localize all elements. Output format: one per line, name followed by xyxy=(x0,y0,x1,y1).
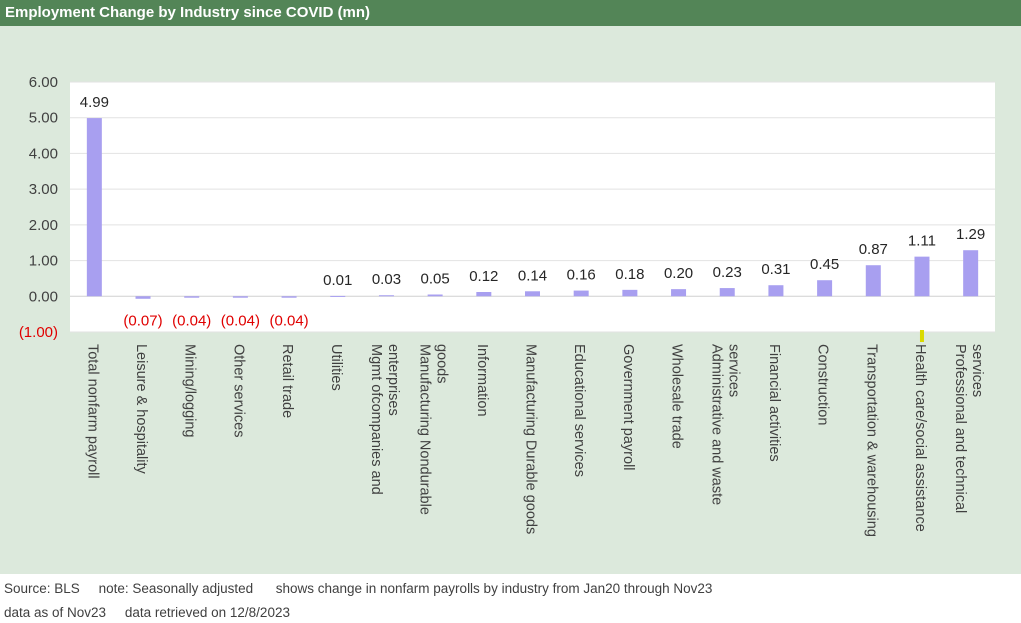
bar xyxy=(768,285,784,297)
category-label: Financial activities xyxy=(766,344,782,462)
bar xyxy=(476,292,492,297)
chart-header: Employment Change by Industry since COVI… xyxy=(0,0,1021,26)
bar-chart: 6.00 5.00 4.00 3.00 2.00 1.00 0.00 (1.00) 4.99 To… xyxy=(19,74,995,537)
bar xyxy=(817,280,833,297)
category-label: Information xyxy=(474,344,490,417)
category-label: Administrative and waste xyxy=(709,344,725,505)
category-label: Wholesale trade xyxy=(669,344,685,449)
data-label: 0.45 xyxy=(810,256,839,273)
data-label: (0.04) xyxy=(269,312,308,329)
data-label: 0.03 xyxy=(372,271,401,288)
category-label: Total nonfarm payroll xyxy=(84,344,100,479)
data-label: 0.87 xyxy=(859,241,888,258)
category-label: enterprises xyxy=(385,344,401,416)
bar xyxy=(427,294,443,297)
category-label: Manufacturing Nondurable xyxy=(417,344,433,515)
bar xyxy=(865,265,881,297)
chart-title: Employment Change by Industry since COVI… xyxy=(5,4,371,21)
data-label: 0.20 xyxy=(664,265,693,282)
category-label: Construction xyxy=(815,344,831,425)
bar xyxy=(232,296,248,298)
category-label: Professional and technical xyxy=(952,344,968,513)
category-label: Retail trade xyxy=(279,344,295,418)
bar xyxy=(622,289,638,297)
plot-area xyxy=(70,82,995,332)
category-marker xyxy=(919,330,924,342)
footer-line-2: data as of Nov23 data retrieved on 12/8/… xyxy=(4,605,290,620)
category-label: goods xyxy=(434,344,450,384)
data-as-of-note: data as of Nov23 xyxy=(4,605,107,620)
category-label: Utilities xyxy=(328,344,344,391)
footer-line-1: Source: BLS note: Seasonally adjusted sh… xyxy=(4,581,712,596)
y-tick-label: 1.00 xyxy=(29,253,58,270)
y-tick-label: 6.00 xyxy=(29,74,58,91)
data-label: (0.07) xyxy=(123,312,162,329)
category-label: Other services xyxy=(230,344,246,437)
category-label: Mgmt ofcompanies and xyxy=(368,344,384,495)
category-label: Educational services xyxy=(571,344,587,477)
data-label: 0.12 xyxy=(469,268,498,285)
y-tick-label: 0.00 xyxy=(29,288,58,305)
category-label: Mining/logging xyxy=(182,344,198,438)
bar xyxy=(671,289,687,297)
retrieved-note: data retrieved on 12/8/2023 xyxy=(124,605,290,620)
data-label: 0.23 xyxy=(713,264,742,281)
bar xyxy=(719,288,735,297)
data-label: 0.18 xyxy=(615,266,644,283)
y-tick-label: 3.00 xyxy=(29,181,58,198)
data-label: 0.05 xyxy=(421,271,450,288)
bar xyxy=(378,295,394,297)
data-label: 0.16 xyxy=(567,267,596,284)
seasonal-note: note: Seasonally adjusted xyxy=(98,581,254,596)
bar xyxy=(573,290,589,297)
data-label: 4.99 xyxy=(80,94,109,111)
data-label: 1.29 xyxy=(956,226,985,243)
y-tick-label: 5.00 xyxy=(29,110,58,127)
description-note: shows change in nonfarm payrolls by indu… xyxy=(275,581,713,596)
category-label: Health care/social assistance xyxy=(912,344,928,532)
category-label: Government payroll xyxy=(620,344,636,471)
data-label: (0.04) xyxy=(172,312,211,329)
category-label: Manufacturing Durable goods xyxy=(523,344,539,534)
bar xyxy=(330,295,346,297)
chart-footer: Source: BLS note: Seasonally adjusted sh… xyxy=(0,574,1021,623)
category-label: services xyxy=(726,344,742,397)
data-label: (0.04) xyxy=(221,312,260,329)
bar xyxy=(963,250,979,297)
source-note: Source: BLS xyxy=(4,581,80,596)
bar xyxy=(914,256,930,297)
category-label: Transportation & warehousing xyxy=(863,344,879,537)
category-label: services xyxy=(969,344,985,397)
bar xyxy=(184,296,200,298)
y-tick-label: (1.00) xyxy=(19,324,58,341)
y-tick-label: 4.00 xyxy=(29,145,58,162)
bar xyxy=(135,296,151,299)
category-label: Leisure & hospitality xyxy=(133,344,149,475)
y-tick-label: 2.00 xyxy=(29,217,58,234)
data-label: 0.01 xyxy=(323,272,352,289)
bar xyxy=(525,291,540,297)
data-label: 0.14 xyxy=(518,267,547,284)
bar xyxy=(86,118,102,297)
bar xyxy=(281,296,297,298)
data-label: 1.11 xyxy=(908,233,936,250)
data-label: 0.31 xyxy=(761,261,790,278)
